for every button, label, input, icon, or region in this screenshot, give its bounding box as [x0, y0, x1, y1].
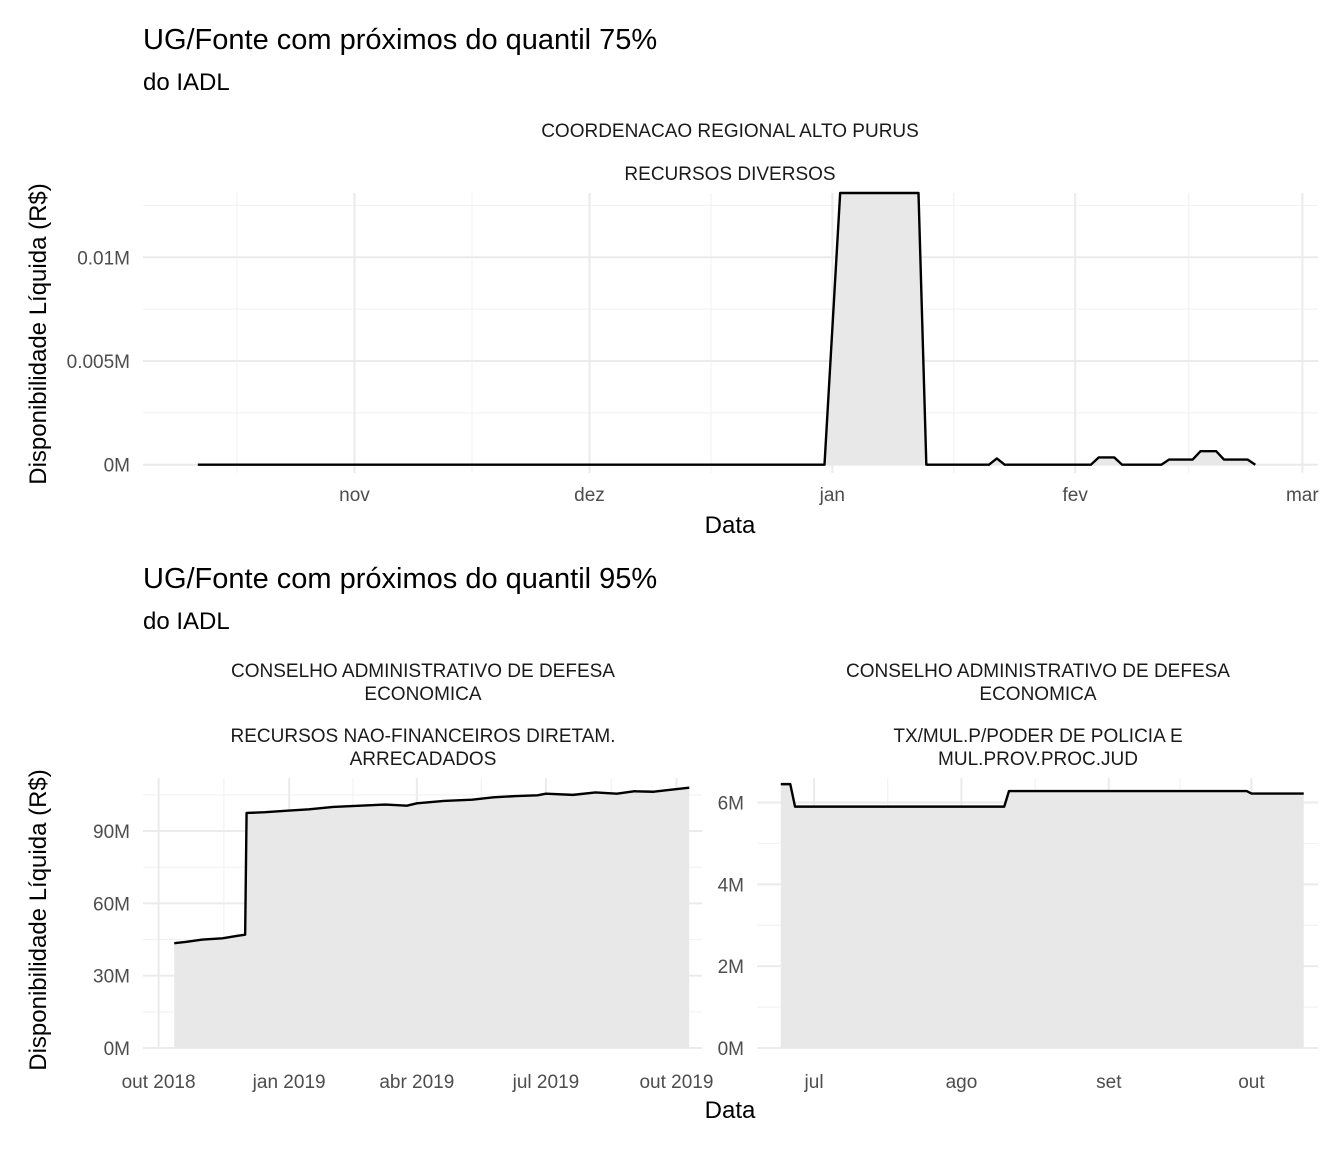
y-tick-label: 4M [718, 875, 744, 896]
x-tick-label: set [1096, 1072, 1122, 1093]
y-tick-label: 0M [104, 1039, 130, 1060]
panel-top-strip-1: COORDENACAO REGIONAL ALTO PURUS [541, 121, 919, 142]
facet-left-strip-1-line-1: CONSELHO ADMINISTRATIVO DE DEFESA [231, 661, 615, 682]
y-tick-label: 30M [93, 967, 130, 988]
series-line [174, 786, 690, 945]
panel-bottom: UG/Fonte com próximos do quantil 95% do … [25, 563, 1318, 1124]
panel-top-y-axis-title: Disponibilidade Líquida (R$) [25, 183, 52, 485]
y-tick-label: 0.01M [77, 248, 130, 269]
x-tick-label: out 2018 [122, 1072, 196, 1093]
facet-right-strip-1-line-1: CONSELHO ADMINISTRATIVO DE DEFESA [846, 661, 1230, 682]
y-tick-label: 0M [104, 456, 130, 477]
panel-top: UG/Fonte com próximos do quantil 75% do … [25, 24, 1319, 539]
facet-left-strip-2: RECURSOS NAO-FINANCEIROS DIRETAM.ARRECAD… [231, 726, 616, 770]
x-tick-label: nov [339, 485, 370, 506]
series-line [197, 191, 1256, 466]
x-tick-label: out [1238, 1072, 1265, 1093]
y-tick-label: 0M [718, 1039, 744, 1060]
panel-top-x-axis-title: Data [705, 512, 756, 539]
facet-left-strip-2-line-2: ARRECADADOS [350, 749, 497, 770]
panel-top-x-ticks: nov dez jan fev mar [339, 485, 1319, 506]
panel-bottom-title: UG/Fonte com próximos do quantil 95% [143, 563, 657, 595]
facet-right-strip-2-line-2: MUL.PROV.PROC.JUD [938, 749, 1138, 770]
facet-left-strip-2-line-1: RECURSOS NAO-FINANCEIROS DIRETAM. [231, 726, 616, 747]
facet-right-strip-1: CONSELHO ADMINISTRATIVO DE DEFESAECONOMI… [846, 661, 1230, 705]
panel-top-title: UG/Fonte com próximos do quantil 75% [143, 24, 657, 56]
facet-right-x-ticks: jul ago set out [804, 1072, 1266, 1093]
panel-top-data [197, 191, 1256, 466]
x-tick-label: jul [804, 1072, 824, 1093]
x-tick-label: jan [819, 485, 845, 506]
x-tick-label: fev [1062, 485, 1088, 506]
series-area [174, 787, 690, 1048]
panel-top-strip-2: RECURSOS DIVERSOS [624, 164, 835, 185]
y-tick-label: 2M [718, 957, 744, 978]
facet-left-x-ticks: out 2018 jan 2019 abr 2019 jul 2019 out 2019 [122, 1072, 714, 1093]
facet-left-strip-1-line-2: ECONOMICA [364, 684, 482, 705]
y-tick-label: 90M [93, 822, 130, 843]
y-tick-label: 6M [718, 794, 744, 815]
facet-right-data [780, 782, 1304, 1048]
panel-bottom-x-axis-title: Data [705, 1097, 756, 1124]
x-tick-label: ago [946, 1072, 978, 1093]
x-tick-label: dez [574, 485, 605, 506]
x-tick-label: abr 2019 [379, 1072, 454, 1093]
panel-top-subtitle: do IADL [143, 69, 230, 96]
x-tick-label: jan 2019 [252, 1072, 326, 1093]
x-tick-label: out 2019 [639, 1072, 713, 1093]
facet-left-y-ticks: 0M 30M 60M 90M [93, 822, 130, 1060]
panel-top-grid [143, 193, 1318, 473]
panel-bottom-subtitle: do IADL [143, 608, 230, 635]
facet-left-data [174, 786, 690, 1048]
facet-right-strip-2-line-1: TX/MUL.P/PODER DE POLICIA E [893, 726, 1182, 747]
panel-bottom-y-axis-title: Disponibilidade Líquida (R$) [25, 769, 52, 1071]
series-area [197, 193, 1256, 465]
y-tick-label: 60M [93, 894, 130, 915]
x-tick-label: mar [1286, 485, 1319, 506]
facet-left-strip-1: CONSELHO ADMINISTRATIVO DE DEFESAECONOMI… [231, 661, 615, 705]
facet-right-y-ticks: 0M 2M 4M 6M [718, 794, 744, 1060]
facet-right-strip-2: TX/MUL.P/PODER DE POLICIA EMUL.PROV.PROC… [893, 726, 1182, 770]
x-tick-label: jul 2019 [512, 1072, 580, 1093]
facet-right-strip-1-line-2: ECONOMICA [979, 684, 1097, 705]
panel-top-y-ticks: 0M 0.005M 0.01M [67, 248, 130, 476]
series-line [780, 782, 1304, 808]
y-tick-label: 0.005M [67, 352, 130, 373]
series-area [780, 784, 1304, 1048]
